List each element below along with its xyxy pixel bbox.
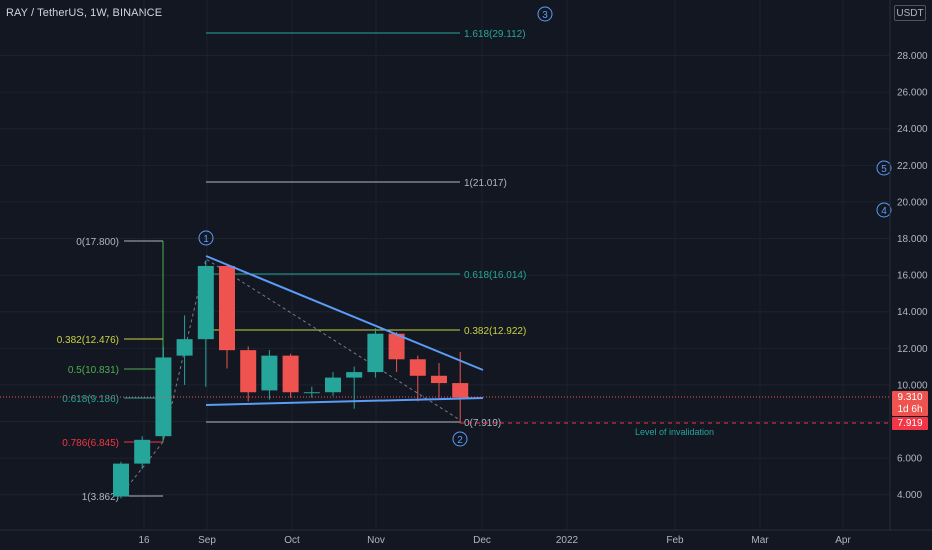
fib-right-label-1618: 1.618(29.112) — [464, 29, 526, 40]
price-tick-label: 10.000 — [897, 380, 928, 391]
candle-body — [176, 339, 193, 356]
wave-3-text: 3 — [542, 10, 548, 21]
wave-2-circle — [452, 431, 468, 447]
invalidation-price-tag: 7.919 — [892, 417, 928, 430]
candle[interactable] — [134, 436, 151, 470]
time-tick-label: Dec — [473, 535, 491, 546]
wave-5-circle — [876, 160, 892, 176]
wave-4-text: 4 — [881, 206, 887, 217]
current-price-value: 9.310 — [897, 392, 923, 403]
candle[interactable] — [219, 264, 235, 369]
time-tick-label: 2022 — [556, 535, 579, 546]
price-tick-label: 16.000 — [897, 271, 928, 282]
candle-body — [452, 383, 469, 398]
time-tick-label: Nov — [367, 535, 385, 546]
currency-unit-button[interactable]: USDT — [894, 5, 926, 21]
fib-left-label-0: 0(17.800) — [76, 237, 119, 248]
wave-4-label[interactable]: 4 — [876, 202, 892, 218]
wave-2-label[interactable]: 2 — [452, 431, 468, 447]
time-axis[interactable]: 16 Sep Oct Nov Dec 2022 Feb Mar Apr — [138, 535, 851, 546]
fib-left-label-05: 0.5(10.831) — [68, 365, 119, 376]
wave-3-label[interactable]: 3 — [537, 6, 553, 22]
candle[interactable] — [409, 355, 426, 402]
candle[interactable] — [240, 346, 257, 402]
fib-right-label-0: 0(7.919) — [464, 418, 501, 429]
candle[interactable] — [367, 328, 384, 378]
candle-body — [261, 355, 278, 391]
candle[interactable] — [303, 386, 320, 398]
price-tick-label: 18.000 — [897, 234, 928, 245]
price-tick-label: 4.000 — [897, 490, 922, 501]
time-tick-label: 16 — [138, 535, 150, 546]
candle-series[interactable] — [113, 260, 469, 499]
candle[interactable] — [325, 372, 341, 396]
wave-5-text: 5 — [881, 164, 887, 175]
fib-right-label-1: 1(21.017) — [464, 178, 507, 189]
price-tick-label: 20.000 — [897, 197, 928, 208]
fib-left-label-0382: 0.382(12.476) — [57, 335, 119, 346]
candle[interactable] — [431, 362, 447, 398]
candle-body — [219, 265, 235, 351]
candle-body — [155, 357, 172, 437]
time-tick-label: Sep — [198, 535, 216, 546]
wave-2-text: 2 — [457, 435, 463, 446]
candle-body — [346, 372, 363, 378]
candle[interactable] — [261, 350, 278, 400]
price-tick-label: 22.000 — [897, 161, 928, 172]
time-tick-label: Oct — [284, 535, 300, 546]
price-tick-label: 12.000 — [897, 344, 928, 355]
candle[interactable] — [388, 331, 405, 373]
candle[interactable] — [113, 461, 129, 499]
candle[interactable] — [176, 315, 193, 385]
fib-right-label-0618: 0.618(16.014) — [464, 270, 526, 281]
current-price-tag: 9.310 1d 6h — [892, 391, 928, 416]
time-tick-label: Feb — [666, 535, 684, 546]
wave-4-circle — [876, 202, 892, 218]
candle-body — [431, 375, 447, 384]
candle-body — [388, 333, 405, 360]
wave-3-circle — [537, 6, 553, 22]
lower-trendline[interactable] — [205, 397, 484, 406]
wave-5-label[interactable]: 5 — [876, 160, 892, 176]
candle-body — [282, 355, 299, 393]
wave-labels[interactable]: 1 2 3 4 5 — [198, 6, 892, 447]
wave-1-label[interactable]: 1 — [198, 230, 214, 246]
candle[interactable] — [155, 346, 172, 440]
candle-body — [240, 350, 257, 393]
candle-body — [325, 377, 341, 393]
bar-countdown: 1d 6h — [897, 404, 923, 415]
candle-body — [367, 333, 384, 373]
price-tick-label: 6.000 — [897, 454, 922, 465]
upper-trendline[interactable] — [205, 255, 484, 371]
time-tick-label: Mar — [751, 535, 769, 546]
grid — [0, 0, 890, 530]
wave-1-circle — [198, 230, 214, 246]
candle-body — [409, 359, 426, 376]
candle[interactable] — [197, 260, 214, 387]
fib-left-label-1: 1(3.862) — [82, 492, 119, 503]
price-axis[interactable]: 4.0006.0008.00010.00012.00014.00016.0001… — [897, 51, 928, 501]
candle-body — [303, 392, 320, 394]
symbol-title[interactable]: RAY / TetherUS, 1W, BINANCE — [6, 7, 163, 19]
triangle-pattern[interactable] — [205, 255, 484, 406]
candle-body — [134, 439, 151, 464]
fib-left-label-0618: 0.618(9.186) — [62, 394, 119, 405]
price-tick-label: 26.000 — [897, 88, 928, 99]
price-tick-label: 14.000 — [897, 307, 928, 318]
candle-body — [113, 463, 129, 497]
time-tick-label: Apr — [835, 535, 851, 546]
candle[interactable] — [282, 353, 299, 398]
candle[interactable] — [452, 351, 469, 424]
candle-body — [197, 265, 214, 340]
fib-right-label-0382: 0.382(12.922) — [464, 326, 526, 337]
price-tick-label: 28.000 — [897, 51, 928, 62]
invalidation-label: Level of invalidation — [635, 427, 714, 437]
fib-left-label-0786: 0.786(6.845) — [62, 438, 119, 449]
wave-1-text: 1 — [203, 234, 209, 245]
price-tick-label: 24.000 — [897, 124, 928, 135]
